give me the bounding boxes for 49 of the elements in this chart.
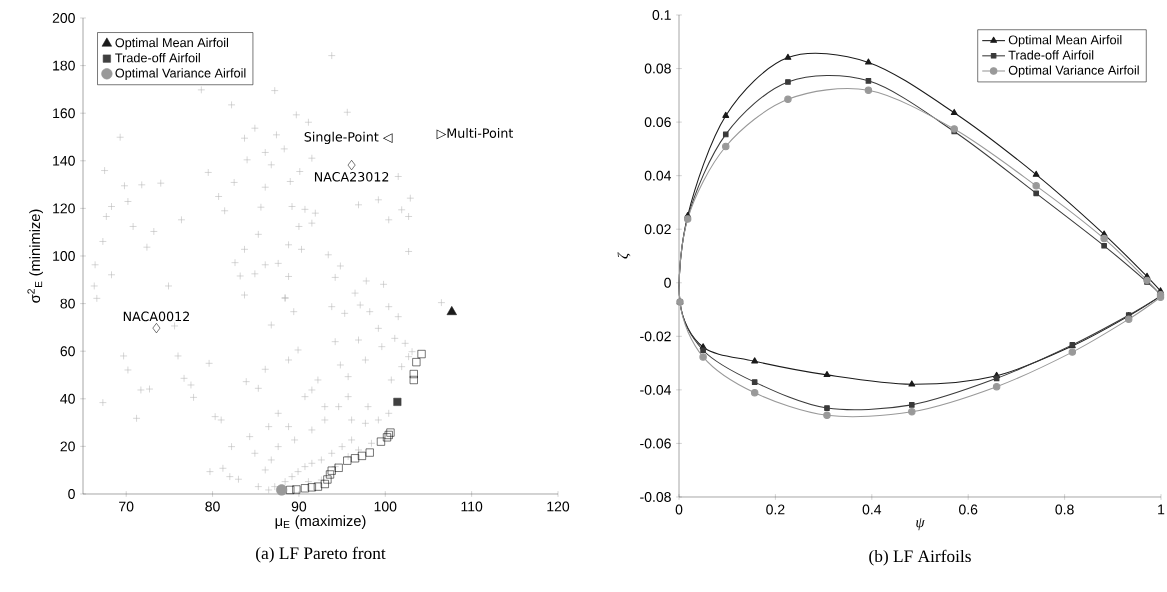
legend-label: Optimal Variance Airfoil xyxy=(115,68,246,81)
legend-label: Optimal Variance Airfoil xyxy=(1008,65,1139,78)
x-tick-label: 0 xyxy=(675,504,683,515)
x-tick-label: 0.4 xyxy=(862,504,882,515)
y-tick-label: 80 xyxy=(60,298,75,309)
y-tick-label: 0 xyxy=(664,277,671,288)
y-tick-label: -0.04 xyxy=(640,384,672,395)
legend-label: Optimal Mean Airfoil xyxy=(1008,35,1122,47)
y-tick-label: 160 xyxy=(53,108,75,119)
y-tick-label: 140 xyxy=(53,155,75,166)
x-tick-label: 1 xyxy=(1158,504,1165,515)
x-tick-label: 0.8 xyxy=(1055,504,1074,515)
y-tick-label: -0.02 xyxy=(640,331,671,342)
y-axis-title: ζ xyxy=(617,252,631,259)
x-tick-label: 120 xyxy=(547,501,570,512)
annotation: NACA0012 xyxy=(123,311,189,322)
annotation: NACA23012 xyxy=(314,172,389,182)
legend-label: Optimal Mean Airfoil xyxy=(115,37,229,50)
legend-label: Trade-off Airfoil xyxy=(1008,50,1094,60)
text: (a) LF Pareto front xyxy=(256,546,386,563)
y-tick-label: 0.08 xyxy=(644,63,671,74)
y-tick-label: 0.1 xyxy=(652,10,671,20)
y-tick-label: 100 xyxy=(53,251,75,261)
x-tick-label: 100 xyxy=(374,501,397,512)
y-tick-label: 40 xyxy=(60,393,75,404)
y-tick-label: 120 xyxy=(53,203,75,214)
y-tick-label: 0.06 xyxy=(644,117,671,128)
x-tick-label: 0.2 xyxy=(766,504,785,515)
y-tick-label: 60 xyxy=(60,346,75,357)
y-tick-label: 20 xyxy=(60,441,75,452)
x-tick-label: 110 xyxy=(461,501,483,512)
x-axis-title: μ$_{E}$ (maximize) xyxy=(275,515,366,529)
text: (b) LF Airfoils xyxy=(869,549,971,566)
annotation: ▷Multi-Point xyxy=(436,128,514,140)
legend-label: Trade-off Airfoil xyxy=(115,53,200,63)
y-tick-label: 200 xyxy=(52,13,75,23)
y-tick-label: -0.06 xyxy=(640,438,671,449)
x-tick-label: 90 xyxy=(291,501,307,512)
y-tick-label: 0.02 xyxy=(644,224,671,235)
y-tick-label: 180 xyxy=(53,60,75,71)
x-tick-label: 0.6 xyxy=(959,504,978,515)
y-tick-label: 0 xyxy=(68,489,75,499)
x-axis-title: ψ xyxy=(916,518,925,531)
y-tick-label: -0.08 xyxy=(640,492,671,502)
x-tick-label: 80 xyxy=(205,501,220,512)
x-tick-label: 70 xyxy=(119,501,134,512)
y-axis-title: σ$^{2}$$_{E}$ (minimize) xyxy=(27,209,43,303)
annotation: Single-Point ◁ xyxy=(304,131,393,145)
y-tick-label: 0.04 xyxy=(644,170,672,181)
